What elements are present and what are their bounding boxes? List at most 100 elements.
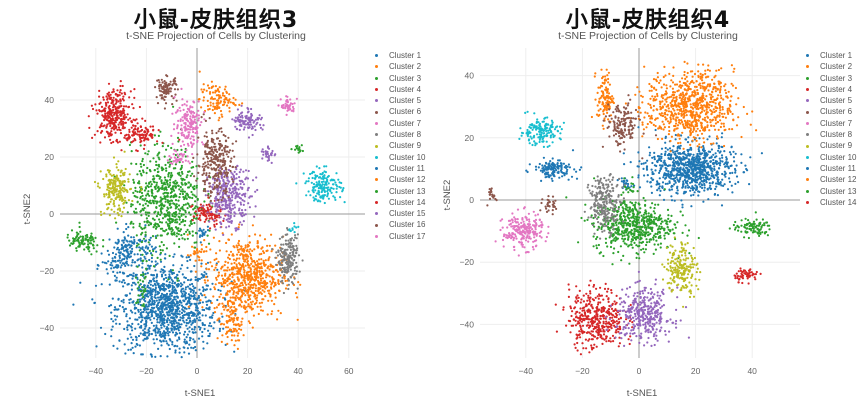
legend-item-cluster-9[interactable]: Cluster 9: [375, 140, 425, 151]
y-tick-label: 0: [469, 195, 474, 205]
legend-label: Cluster 15: [389, 209, 426, 219]
legend-marker-icon: [806, 110, 809, 114]
legend-item-cluster-16[interactable]: Cluster 16: [375, 219, 425, 230]
legend-label: Cluster 5: [389, 96, 422, 106]
legend-item-cluster-3[interactable]: Cluster 3: [806, 73, 856, 84]
x-tick-label: −20: [575, 366, 590, 376]
legend-marker-icon: [806, 178, 809, 182]
legend-item-cluster-7[interactable]: Cluster 7: [375, 118, 425, 129]
legend-marker-icon: [806, 189, 809, 193]
legend-label: Cluster 6: [389, 107, 422, 117]
legend-item-cluster-13[interactable]: Cluster 13: [375, 186, 425, 197]
legend-label: Cluster 2: [389, 62, 422, 72]
x-tick-label: −40: [89, 366, 104, 376]
chart-panel-left: 小鼠-皮肤组织3 t-SNE Projection of Cells by Cl…: [126, 8, 306, 42]
legend-item-cluster-4[interactable]: Cluster 4: [806, 84, 856, 95]
legend-marker-icon: [375, 99, 378, 103]
legend-item-cluster-7[interactable]: Cluster 7: [806, 118, 856, 129]
x-tick-label: −20: [139, 366, 154, 376]
y-tick-label: 0: [49, 209, 54, 219]
y-tick-label: −40: [40, 323, 55, 333]
legend-marker-icon: [806, 99, 809, 103]
legend-marker-icon: [375, 155, 378, 159]
plot-area-0: −40 −20 0 20 40 60 40 20 0 −20 −40 t-SNE1 t-SNE2: [22, 48, 365, 399]
x-tick-label: 40: [293, 366, 303, 376]
legend-item-cluster-14[interactable]: Cluster 14: [806, 197, 856, 208]
x-axis-label: t-SNE1: [185, 388, 216, 399]
legend-item-cluster-11[interactable]: Cluster 11: [375, 163, 425, 174]
legend-item-cluster-12[interactable]: Cluster 12: [806, 174, 856, 185]
legend-item-cluster-13[interactable]: Cluster 13: [806, 186, 856, 197]
legend-item-cluster-10[interactable]: Cluster 10: [375, 152, 425, 163]
legend-item-cluster-14[interactable]: Cluster 14: [375, 197, 425, 208]
legend-item-cluster-12[interactable]: Cluster 12: [375, 174, 425, 185]
legend-label: Cluster 13: [820, 186, 857, 196]
legend-item-cluster-2[interactable]: Cluster 2: [375, 61, 425, 72]
y-tick-label: 20: [465, 133, 475, 143]
legend-label: Cluster 10: [820, 152, 857, 162]
legend-marker-icon: [375, 212, 378, 216]
legend-label: Cluster 11: [389, 163, 425, 173]
chart-panel-right: 小鼠-皮肤组织4 t-SNE Projection of Cells by Cl…: [432, 0, 864, 411]
legend-item-cluster-8[interactable]: Cluster 8: [806, 129, 856, 140]
legend-item-cluster-5[interactable]: Cluster 5: [375, 95, 425, 106]
legend-label: Cluster 8: [820, 130, 853, 140]
y-tick-label: 40: [45, 95, 55, 105]
legend-item-cluster-5[interactable]: Cluster 5: [806, 95, 856, 106]
legend-marker-icon: [375, 178, 378, 182]
legend-item-cluster-4[interactable]: Cluster 4: [375, 84, 425, 95]
legend-item-cluster-6[interactable]: Cluster 6: [375, 106, 425, 117]
legend-label: Cluster 1: [820, 51, 853, 60]
legend-item-cluster-17[interactable]: Cluster 17: [375, 231, 425, 242]
legend-label: Cluster 9: [820, 141, 853, 151]
y-tick-label: −40: [460, 319, 475, 329]
legend-marker-icon: [806, 88, 809, 92]
x-tick-label: −40: [519, 366, 534, 376]
legend-label: Cluster 6: [820, 107, 853, 117]
legend-marker-icon: [375, 189, 378, 193]
legend-marker-icon: [806, 54, 809, 58]
y-tick-label: −20: [40, 266, 55, 276]
chart-title: 小鼠-皮肤组织4: [565, 8, 731, 33]
legend-item-cluster-6[interactable]: Cluster 6: [806, 106, 856, 117]
legend-label: Cluster 4: [820, 84, 853, 94]
legend-label: Cluster 14: [820, 197, 857, 207]
chart-subtitle: t-SNE Projection of Cells by Clustering: [558, 30, 738, 42]
legend-label: Cluster 3: [389, 73, 422, 83]
legend-marker-icon: [375, 88, 378, 92]
legend-label: Cluster 3: [820, 73, 853, 83]
legend-item-cluster-11[interactable]: Cluster 11: [806, 163, 856, 174]
chart-title: 小鼠-皮肤组织3: [133, 8, 299, 33]
legend-label: Cluster 9: [389, 141, 422, 151]
legend-left[interactable]: Cluster 1 Cluster 2 Cluster 3 Cluster 4 Clus…: [375, 50, 425, 242]
scatter-points: [66, 70, 346, 359]
x-axis-label: t-SNE1: [627, 388, 658, 399]
legend-marker-icon: [806, 121, 809, 125]
legend-item-cluster-10[interactable]: Cluster 10: [806, 152, 856, 163]
legend-marker-icon: [806, 201, 809, 204]
legend-right[interactable]: Cluster 1 Cluster 2 Cluster 3 Cluster 4 Clus…: [806, 50, 856, 208]
legend-marker-icon: [806, 167, 809, 171]
x-tick-label: 60: [344, 366, 354, 376]
legend-marker-icon: [375, 54, 378, 58]
x-tick-label: 20: [243, 366, 253, 376]
x-tick-label: 40: [747, 366, 757, 376]
legend-marker-icon: [375, 201, 378, 204]
legend-marker-icon: [375, 223, 378, 227]
legend-label: Cluster 2: [820, 62, 853, 72]
legend-item-cluster-1[interactable]: Cluster 1: [375, 50, 425, 61]
legend-item-cluster-1[interactable]: Cluster 1: [806, 50, 856, 61]
legend-label: Cluster 5: [820, 96, 853, 106]
legend-item-cluster-8[interactable]: Cluster 8: [375, 129, 425, 140]
legend-marker-icon: [375, 121, 378, 125]
legend-label: Cluster 10: [389, 152, 426, 162]
legend-item-cluster-3[interactable]: Cluster 3: [375, 73, 425, 84]
y-tick-label: −20: [460, 257, 475, 267]
plot-area-1: −40 −20 0 20 40 40 20 0 −20 −40 t-SNE1 t-SNE2: [442, 48, 800, 399]
legend-marker-icon: [806, 76, 809, 80]
legend-label: Cluster 14: [389, 197, 426, 207]
legend-item-cluster-2[interactable]: Cluster 2: [806, 61, 856, 72]
legend-item-cluster-9[interactable]: Cluster 9: [806, 140, 856, 151]
legend-item-cluster-15[interactable]: Cluster 15: [375, 208, 425, 219]
